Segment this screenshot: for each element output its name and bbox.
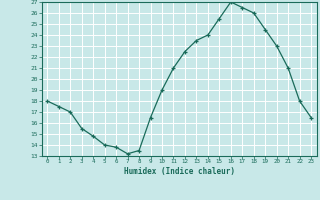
X-axis label: Humidex (Indice chaleur): Humidex (Indice chaleur): [124, 167, 235, 176]
